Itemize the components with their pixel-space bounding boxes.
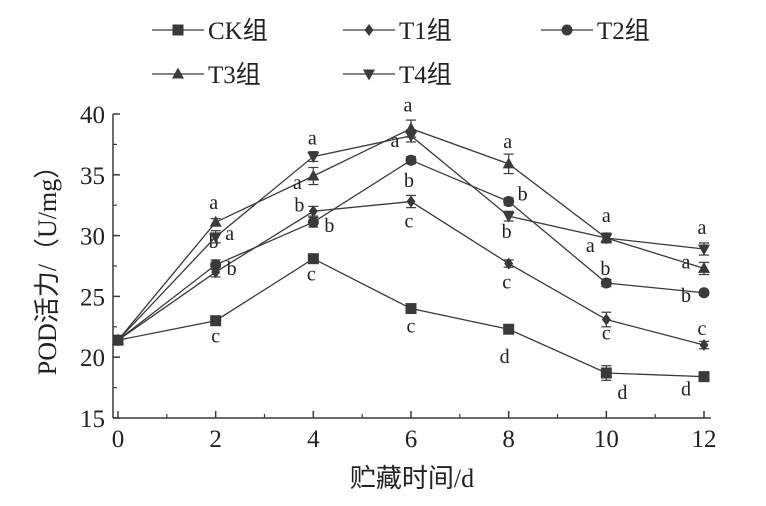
data-point <box>502 211 515 223</box>
data-point <box>307 152 320 164</box>
significance-label: d <box>617 382 627 404</box>
y-tick-label: 40 <box>80 102 105 129</box>
data-point <box>502 157 515 169</box>
legend-label: T3组 <box>208 61 261 89</box>
legend-label: CK组 <box>208 17 268 45</box>
x-tick-label: 0 <box>112 426 125 453</box>
significance-label: a <box>225 223 234 245</box>
x-axis-label: 贮藏时间/d <box>350 464 474 493</box>
legend-item-4: T3组 <box>152 61 261 89</box>
legend-item-1: CK组 <box>152 17 268 45</box>
y-tick-label: 35 <box>80 163 105 190</box>
significance-label: c <box>602 323 611 345</box>
data-point <box>601 313 611 326</box>
data-point <box>698 287 710 299</box>
significance-label: a <box>308 128 317 150</box>
data-point <box>112 335 124 347</box>
legend-marker <box>363 69 375 81</box>
significance-label: a <box>602 205 611 227</box>
significance-label: b <box>227 258 237 280</box>
significance-label: c <box>405 211 414 233</box>
x-tick-label: 4 <box>307 426 320 453</box>
significance-label: c <box>502 272 511 294</box>
data-point <box>504 257 514 270</box>
legend-item-5: T4组 <box>343 61 452 89</box>
significance-label: a <box>586 235 595 257</box>
legend-marker <box>561 24 573 36</box>
data-point <box>503 323 515 335</box>
y-tick-label: 20 <box>80 345 105 372</box>
significance-label: a <box>404 95 413 117</box>
x-tick-label: 12 <box>692 426 717 453</box>
legend-marker <box>364 24 374 36</box>
significance-label: a <box>391 130 400 152</box>
data-point <box>406 195 416 208</box>
legend-label: T1组 <box>399 17 452 45</box>
data-point <box>699 339 709 352</box>
data-point <box>307 253 319 265</box>
data-point <box>698 244 710 256</box>
significance-label: d <box>681 379 691 401</box>
x-ticks: 0 2 4 6 8 10 12 <box>112 411 717 453</box>
legend-item-2: T1组 <box>343 17 452 45</box>
y-tick-label: 30 <box>80 224 105 251</box>
data-point <box>600 367 612 379</box>
legend: CK组 T1组 T2组 T3组 T4组 <box>152 17 650 89</box>
legend-marker <box>172 24 184 36</box>
significance-label: c <box>698 318 707 340</box>
x-tick-label: 6 <box>405 426 418 453</box>
significance-label: c <box>407 316 416 338</box>
legend-label: T4组 <box>399 61 452 89</box>
legend-marker <box>172 67 184 79</box>
data-point <box>600 233 613 245</box>
data-point <box>308 205 318 218</box>
significance-label: d <box>500 346 510 368</box>
significance-label: b <box>681 285 691 307</box>
data-point <box>210 315 222 327</box>
data-point <box>503 196 515 208</box>
data-point <box>405 154 417 166</box>
significance-label: c <box>211 326 220 348</box>
y-ticks: 15 20 25 30 35 40 <box>80 102 120 433</box>
significance-label: a <box>503 131 512 153</box>
significance-label: b <box>600 258 610 280</box>
data-point <box>698 261 710 273</box>
data-point <box>210 259 222 271</box>
y-tick-label: 15 <box>80 406 105 433</box>
significance-label: a <box>209 192 218 214</box>
legend-label: T2组 <box>597 17 650 45</box>
data-point <box>698 371 710 383</box>
significance-label: b <box>324 215 334 237</box>
x-tick-label: 10 <box>594 426 619 453</box>
x-tick-label: 2 <box>209 426 222 453</box>
significance-label: a <box>698 217 707 239</box>
significance-label: a <box>682 251 691 273</box>
data-point <box>405 131 417 143</box>
significance-label: b <box>209 231 219 253</box>
x-tick-label: 8 <box>502 426 515 453</box>
y-tick-label: 25 <box>80 284 105 311</box>
significance-label: c <box>307 264 316 286</box>
significance-label: b <box>518 184 528 206</box>
data-point <box>600 277 612 289</box>
data-point <box>209 215 222 227</box>
data-point <box>209 232 222 244</box>
data-point <box>405 303 417 315</box>
legend-item-3: T2组 <box>541 17 650 45</box>
data-point <box>307 216 319 228</box>
y-axis-label: POD活力/（U/mg） <box>33 153 62 375</box>
significance-label: b <box>502 221 512 243</box>
data-point <box>307 169 320 181</box>
significance-label: a <box>293 172 302 194</box>
significance-label: b <box>404 170 414 192</box>
significance-label: b <box>294 194 304 216</box>
